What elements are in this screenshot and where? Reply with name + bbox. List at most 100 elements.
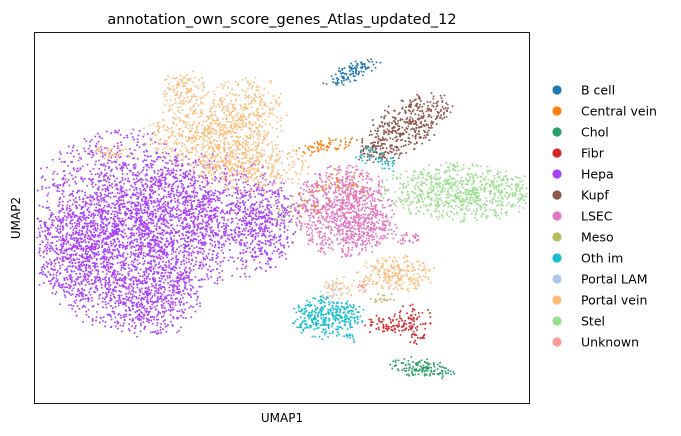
data-point	[180, 326, 182, 329]
data-point	[40, 167, 43, 170]
data-point	[80, 157, 83, 160]
data-point	[171, 183, 174, 186]
data-point	[54, 258, 57, 261]
data-point	[382, 318, 385, 321]
data-point	[144, 226, 147, 229]
data-point	[93, 231, 96, 234]
data-point	[405, 323, 408, 326]
data-point	[249, 210, 252, 212]
data-point	[202, 237, 205, 240]
data-point	[216, 262, 219, 265]
data-point	[132, 192, 135, 195]
data-point	[307, 147, 310, 150]
data-point	[141, 225, 144, 228]
data-point	[418, 369, 421, 371]
data-point	[133, 167, 136, 170]
data-point	[113, 222, 116, 225]
data-point	[253, 203, 256, 206]
data-point	[181, 273, 184, 276]
data-point	[188, 247, 191, 250]
data-point	[71, 203, 74, 206]
data-point	[107, 267, 110, 269]
data-point	[93, 254, 96, 257]
data-point	[188, 294, 190, 297]
data-point	[155, 271, 158, 274]
data-point	[127, 327, 130, 330]
data-point	[180, 308, 183, 311]
data-point	[191, 212, 194, 215]
data-point	[101, 300, 104, 303]
data-point	[135, 207, 138, 210]
data-point	[52, 287, 55, 289]
data-point	[147, 321, 150, 324]
data-point	[85, 253, 88, 256]
data-point	[100, 163, 103, 166]
data-point	[166, 256, 169, 259]
data-point	[436, 363, 439, 366]
data-point	[124, 315, 127, 318]
data-point	[80, 282, 83, 285]
data-point	[94, 265, 97, 268]
data-point	[120, 185, 122, 188]
data-point	[136, 302, 138, 305]
data-point	[78, 307, 81, 310]
data-point	[127, 237, 130, 240]
data-point	[139, 268, 142, 271]
data-point	[130, 260, 133, 263]
data-point	[154, 238, 157, 241]
data-point	[99, 213, 102, 216]
data-point	[41, 273, 44, 276]
data-point	[182, 302, 185, 305]
data-point	[139, 241, 142, 244]
data-point	[166, 239, 168, 242]
data-point	[40, 176, 43, 179]
data-point	[151, 303, 154, 306]
data-point	[428, 374, 431, 377]
data-point	[179, 216, 182, 219]
data-point	[85, 225, 88, 228]
data-point	[124, 309, 127, 312]
data-point	[216, 210, 219, 213]
data-point	[161, 176, 164, 179]
data-point	[85, 255, 88, 258]
data-point	[58, 203, 61, 206]
data-point	[136, 197, 139, 200]
data-point	[212, 198, 215, 201]
data-point	[39, 254, 42, 257]
data-point	[162, 195, 165, 198]
data-point	[146, 320, 149, 323]
data-point	[138, 314, 141, 317]
data-point	[335, 138, 337, 141]
data-point	[176, 260, 179, 263]
data-point	[171, 291, 174, 294]
data-point	[85, 248, 88, 251]
data-point	[230, 233, 233, 236]
data-point	[120, 144, 123, 147]
data-point	[147, 222, 150, 224]
data-point	[81, 165, 84, 168]
data-point	[66, 152, 69, 154]
data-point	[436, 368, 439, 370]
data-point	[131, 226, 134, 229]
data-point	[91, 242, 94, 245]
data-point	[61, 263, 64, 266]
data-point	[149, 221, 152, 224]
data-point	[86, 184, 89, 187]
data-point	[367, 66, 370, 69]
data-point	[165, 225, 167, 227]
data-point	[325, 187, 328, 190]
data-point	[92, 304, 95, 307]
data-point	[130, 132, 133, 135]
data-point	[156, 223, 158, 225]
data-point	[70, 259, 73, 262]
data-point	[147, 268, 150, 270]
data-point	[337, 70, 340, 72]
data-point	[266, 260, 269, 263]
data-point	[187, 292, 189, 295]
data-point	[136, 303, 139, 306]
data-point	[90, 180, 93, 183]
data-point	[56, 189, 59, 192]
data-point	[174, 263, 177, 266]
data-point	[154, 176, 157, 179]
data-point	[105, 306, 108, 309]
